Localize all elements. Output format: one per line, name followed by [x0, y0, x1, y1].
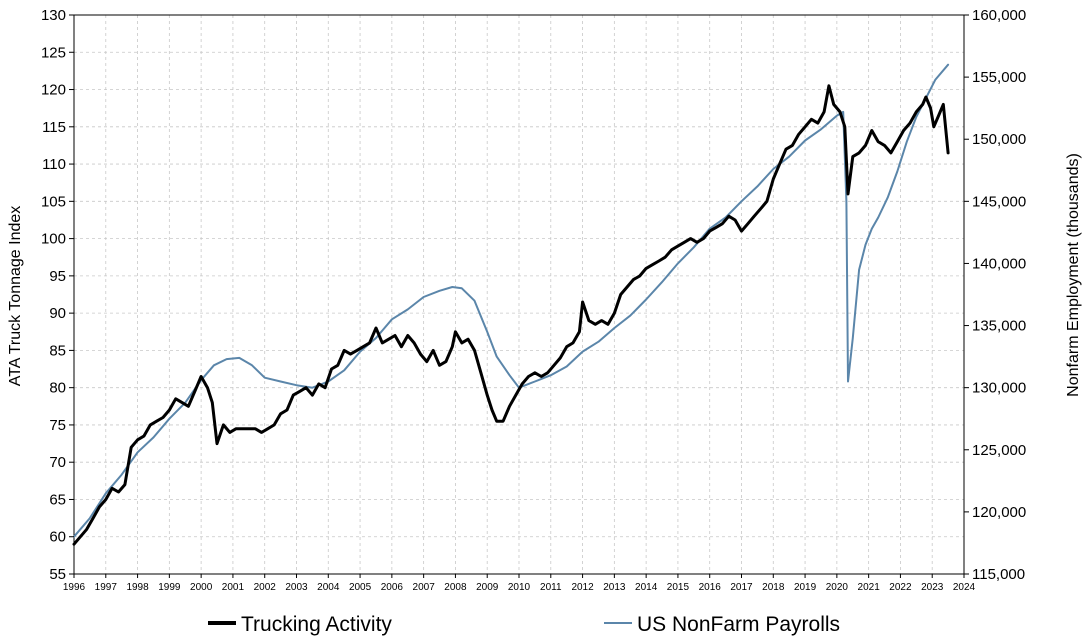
x-axis-ticks: 1996 1997 1998 1999 2000 2001 2002 2003 2004 2005…	[63, 574, 976, 593]
series-layer	[72, 63, 950, 546]
left-tick-label: 65	[49, 491, 66, 508]
legend: Trucking Activity US NonFarm Payrolls	[208, 613, 840, 636]
right-tick-label: 160,000	[972, 7, 1026, 24]
left-tick-label: 125	[41, 44, 66, 61]
legend-label-payrolls: US NonFarm Payrolls	[637, 613, 840, 636]
x-tick-label: 2000	[190, 582, 213, 593]
x-tick-label: 2022	[889, 582, 912, 593]
right-tick-label: 145,000	[972, 193, 1026, 210]
left-tick-label: 75	[49, 417, 66, 434]
left-tick-label: 90	[49, 305, 66, 322]
x-tick-label: 1997	[95, 582, 118, 593]
left-tick-label: 100	[41, 231, 66, 248]
right-tick-label: 130,000	[972, 380, 1026, 397]
left-tick-label: 55	[49, 566, 66, 583]
left-tick-label: 120	[41, 82, 66, 99]
left-tick-label: 105	[41, 193, 66, 210]
series-line-trucking-activity	[72, 84, 950, 546]
series-line-us-nonfarm-payrolls	[73, 63, 950, 538]
right-tick-label: 135,000	[972, 318, 1026, 335]
x-tick-label: 2013	[603, 582, 626, 593]
x-tick-label: 2001	[222, 582, 245, 593]
left-tick-label: 60	[49, 529, 66, 546]
left-axis-title: ATA Truck Tonnage Index	[7, 206, 24, 387]
x-tick-label: 2020	[826, 582, 849, 593]
right-tick-label: 125,000	[972, 442, 1026, 459]
right-tick-label: 155,000	[972, 69, 1026, 86]
left-tick-label: 130	[41, 7, 66, 24]
x-tick-label: 2004	[317, 582, 340, 593]
x-tick-label: 2021	[858, 582, 881, 593]
x-tick-label: 2018	[762, 582, 785, 593]
right-tick-label: 120,000	[972, 504, 1026, 521]
x-tick-label: 2008	[444, 582, 467, 593]
right-tick-label: 150,000	[972, 131, 1026, 148]
x-tick-label: 2009	[476, 582, 499, 593]
x-tick-label: 2007	[413, 582, 436, 593]
left-tick-label: 85	[49, 342, 66, 359]
x-tick-label: 1996	[63, 582, 86, 593]
x-tick-label: 1999	[158, 582, 181, 593]
left-tick-label: 115	[42, 119, 66, 136]
x-tick-label: 2014	[635, 582, 658, 593]
x-tick-label: 2024	[953, 582, 976, 593]
left-tick-label: 110	[42, 156, 66, 173]
left-tick-label: 95	[49, 268, 66, 285]
x-tick-label: 2017	[730, 582, 753, 593]
right-tick-label: 140,000	[972, 255, 1026, 272]
x-tick-label: 2016	[699, 582, 722, 593]
left-axis-ticks: 55 60 65 70 75 80 85 90 95 100 105 110 115 120 125 130	[41, 7, 74, 583]
x-tick-label: 2005	[349, 582, 372, 593]
x-tick-label: 2010	[508, 582, 531, 593]
left-tick-label: 70	[49, 454, 66, 471]
legend-label-trucking: Trucking Activity	[241, 613, 392, 636]
x-tick-label: 2006	[381, 582, 404, 593]
gridlines	[74, 15, 964, 574]
x-tick-label: 2023	[921, 582, 944, 593]
left-tick-label: 80	[49, 380, 66, 397]
right-tick-label: 115,000	[972, 566, 1025, 583]
x-tick-label: 2002	[254, 582, 277, 593]
x-tick-label: 2011	[540, 582, 562, 593]
x-tick-label: 2019	[794, 582, 817, 593]
right-axis-title: Nonfarm Employment (thousands)	[1065, 153, 1082, 397]
x-tick-label: 2015	[667, 582, 690, 593]
x-tick-label: 1998	[126, 582, 149, 593]
x-tick-label: 2003	[285, 582, 308, 593]
right-axis-ticks: 115,000 120,000 125,000 130,000 135,000 140,0…	[964, 7, 1026, 583]
x-tick-label: 2012	[571, 582, 594, 593]
